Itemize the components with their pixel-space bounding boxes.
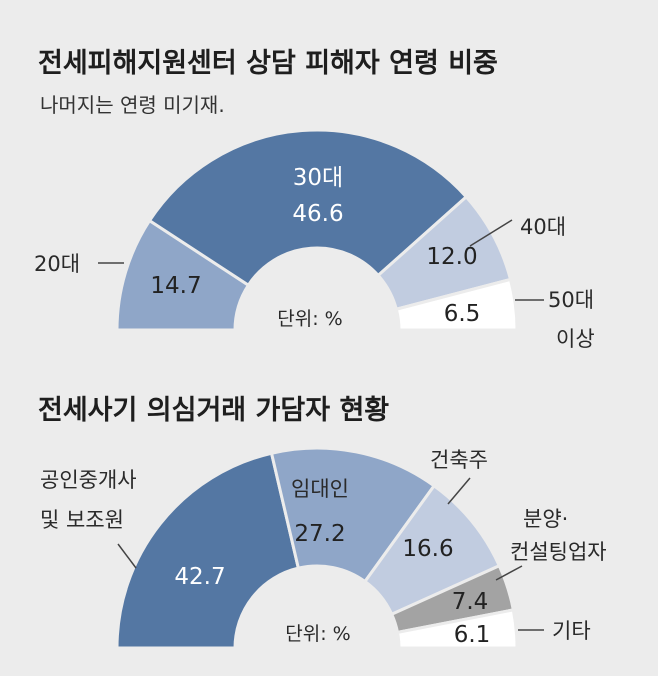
slice-name-30s: 30대 [293, 165, 343, 191]
chart1-unit-label: 단위: % [277, 308, 342, 330]
slice-value-builders: 16.6 [402, 536, 453, 562]
chart2-title: 전세사기 의심거래 가담자 현황 [38, 395, 389, 426]
slice-label-landlord: 임대인 [291, 477, 349, 501]
leader-line-consult [495, 565, 523, 581]
slice-label-consult-line1: 분양· [523, 507, 568, 531]
chart1-slice-3 [394, 277, 519, 332]
slice-label-builders: 건축주 [430, 448, 488, 472]
slice-label-50s-line2: 이상 [556, 327, 595, 351]
chart2-unit-label: 단위: % [285, 623, 350, 645]
chart-age-share: 전세피해지원센터 상담 피해자 연령 비중 나머지는 연령 미기재. 단위: %… [34, 48, 595, 351]
slice-value-40s: 12.0 [426, 244, 477, 270]
chart1-slices [115, 128, 519, 332]
slice-value-agents: 42.7 [174, 564, 225, 590]
chart2-slice-0 [115, 451, 301, 650]
slice-label-agents-line1: 공인중개사 [40, 468, 137, 492]
leader-line-40s [469, 219, 513, 247]
slice-value-consult: 7.4 [452, 589, 489, 615]
slice-label-agents-line2: 및 보조원 [40, 508, 124, 532]
slice-value-50s: 6.5 [444, 301, 481, 327]
chart-participants: 전세사기 의심거래 가담자 현황 단위: % 공인중개사 및 보조원 임대인 건… [38, 395, 607, 650]
slice-label-consult-line2: 컨설팅업자 [510, 540, 607, 564]
slice-value-20s: 14.7 [150, 273, 201, 299]
chart2-slice-1 [269, 446, 437, 584]
slice-value-30s: 46.6 [292, 201, 343, 227]
slice-value-etc: 6.1 [454, 622, 491, 648]
slice-value-landlord: 27.2 [294, 521, 345, 547]
slice-label-40s: 40대 [520, 215, 566, 239]
leader-line-agents [117, 543, 137, 569]
slice-label-50s-line1: 50대 [548, 288, 594, 312]
chart2-slices [115, 446, 519, 650]
chart1-slice-1 [147, 128, 469, 288]
chart1-subtitle: 나머지는 연령 미기재. [40, 93, 225, 117]
slice-label-20s: 20대 [34, 252, 80, 276]
chart2-slice-4 [395, 608, 519, 650]
slice-label-etc: 기타 [552, 619, 591, 643]
chart1-title: 전세피해지원센터 상담 피해자 연령 비중 [38, 48, 498, 79]
leader-line-builders [447, 477, 471, 505]
